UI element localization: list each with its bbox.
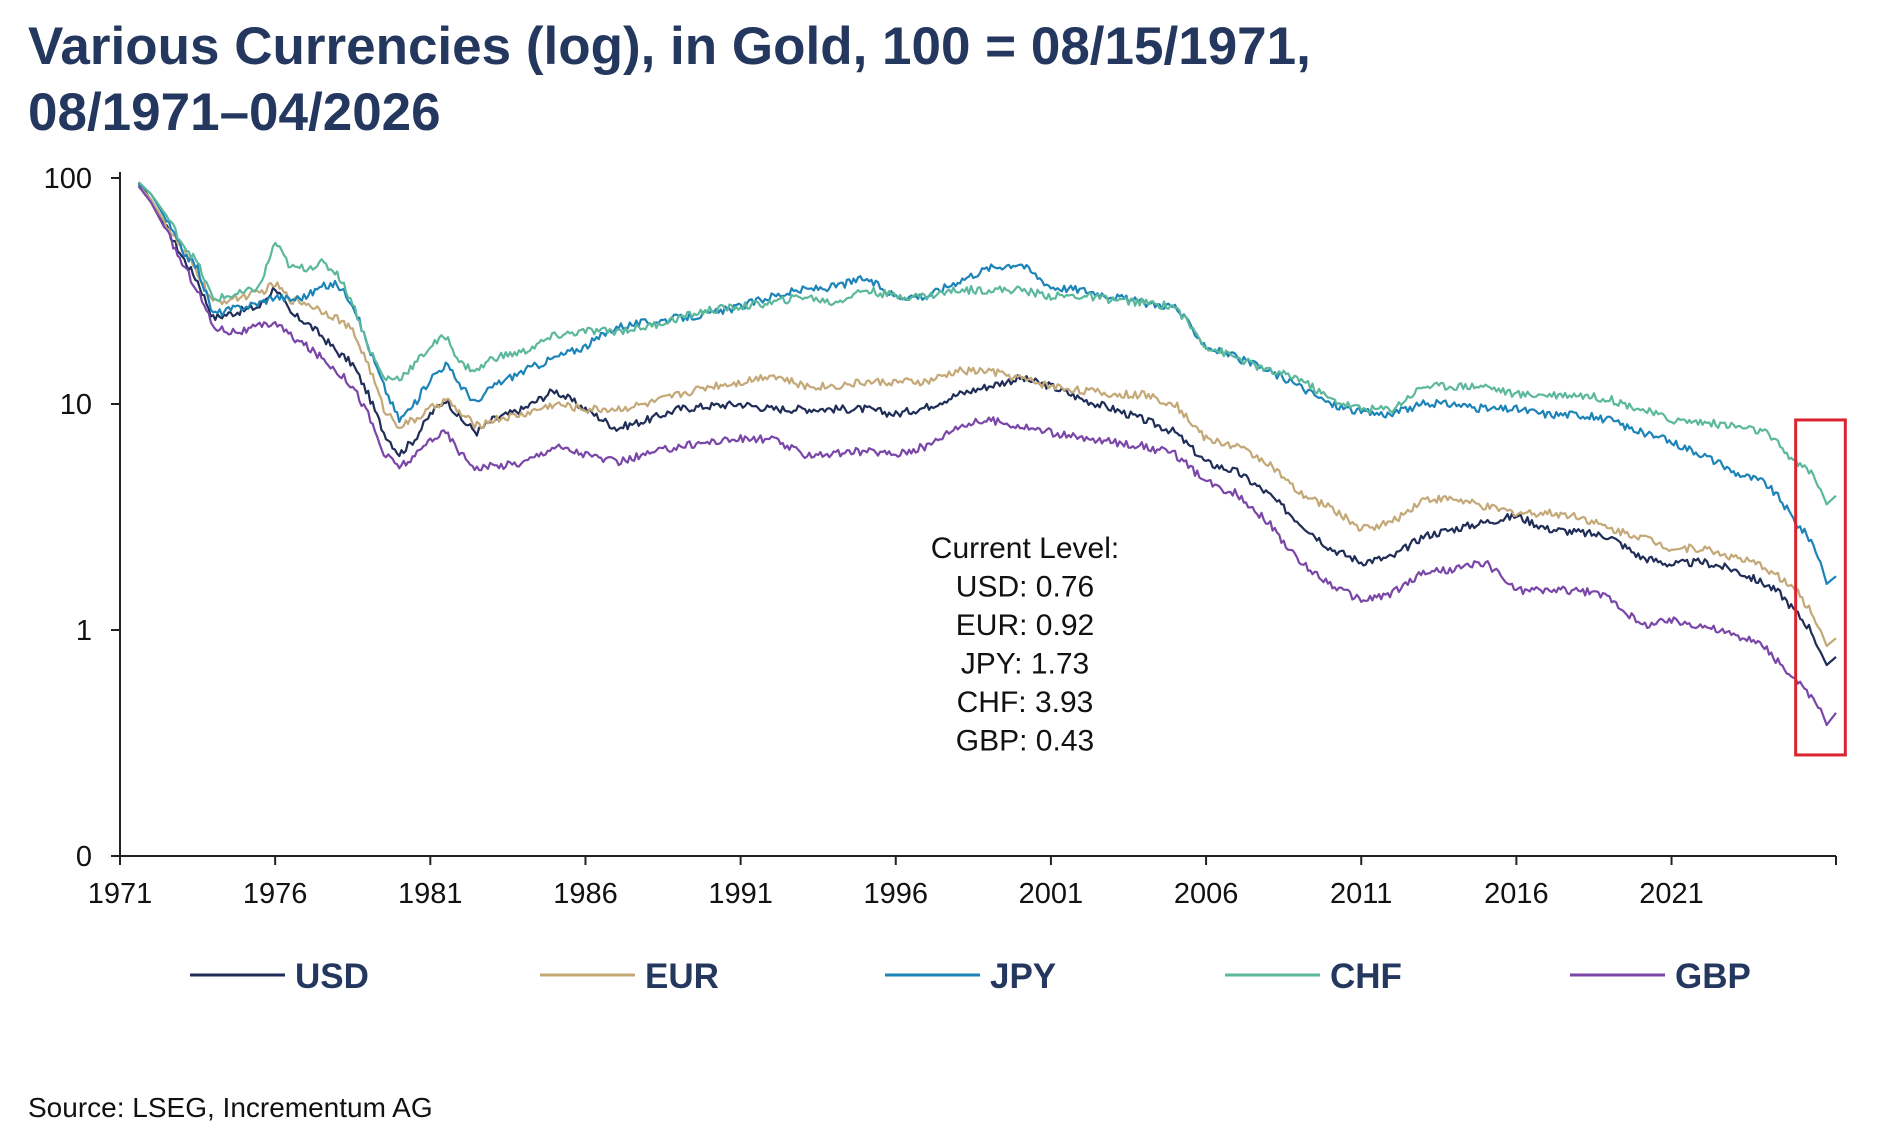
chart-title-line2: 08/1971–04/2026 (28, 83, 441, 142)
x-tick-label: 2001 (1019, 878, 1084, 910)
y-tick-label: 10 (60, 389, 92, 421)
annotation-line: USD: 0.76 (956, 571, 1094, 604)
highlight-box (1794, 418, 1847, 757)
legend-label-eur: EUR (645, 957, 719, 996)
x-tick-label: 1981 (398, 878, 463, 910)
legend-label-gbp: GBP (1675, 957, 1751, 996)
x-tick-label: 2021 (1639, 878, 1704, 910)
y-tick-label: 1 (76, 615, 92, 647)
source-note: Source: LSEG, Incrementum AG (28, 1092, 433, 1123)
annotation-line: EUR: 0.92 (956, 609, 1094, 642)
legend-label-chf: CHF (1330, 957, 1402, 996)
annotation-line: Current Level: (931, 532, 1119, 565)
annotation-line: JPY: 1.73 (961, 648, 1089, 681)
series-layer (137, 181, 1837, 727)
series-line-chf (137, 181, 1837, 506)
chart-title-line1: Various Currencies (log), in Gold, 100 =… (28, 17, 1311, 76)
annotation-layer: Current Level: USD: 0.76 EUR: 0.92 JPY: 1.7… (931, 532, 1119, 758)
legend-label-usd: USD (295, 957, 369, 996)
x-tick-label: 1991 (708, 878, 773, 910)
annotation-line: GBP: 0.43 (956, 725, 1094, 758)
x-tick-label: 2011 (1330, 878, 1392, 910)
series-line-usd (137, 182, 1837, 667)
y-tick-label: 100 (44, 163, 92, 195)
annotation-line: CHF: 3.93 (957, 686, 1094, 719)
x-tick-label: 2006 (1174, 878, 1239, 910)
x-tick-label: 1996 (864, 878, 929, 910)
legend: USD EUR JPY CHF GBP (190, 957, 1751, 996)
series-line-jpy (137, 183, 1837, 585)
series-line-gbp (137, 185, 1837, 727)
x-tick-label: 1986 (553, 878, 618, 910)
legend-label-jpy: JPY (990, 957, 1056, 996)
chart-title: Various Currencies (log), in Gold, 100 =… (28, 14, 1528, 146)
x-tick-label: 1971 (88, 878, 153, 910)
series-line-eur (137, 184, 1837, 648)
x-tick-label: 1976 (243, 878, 308, 910)
y-tick-label: 0 (76, 841, 92, 873)
x-tick-label: 2016 (1484, 878, 1549, 910)
